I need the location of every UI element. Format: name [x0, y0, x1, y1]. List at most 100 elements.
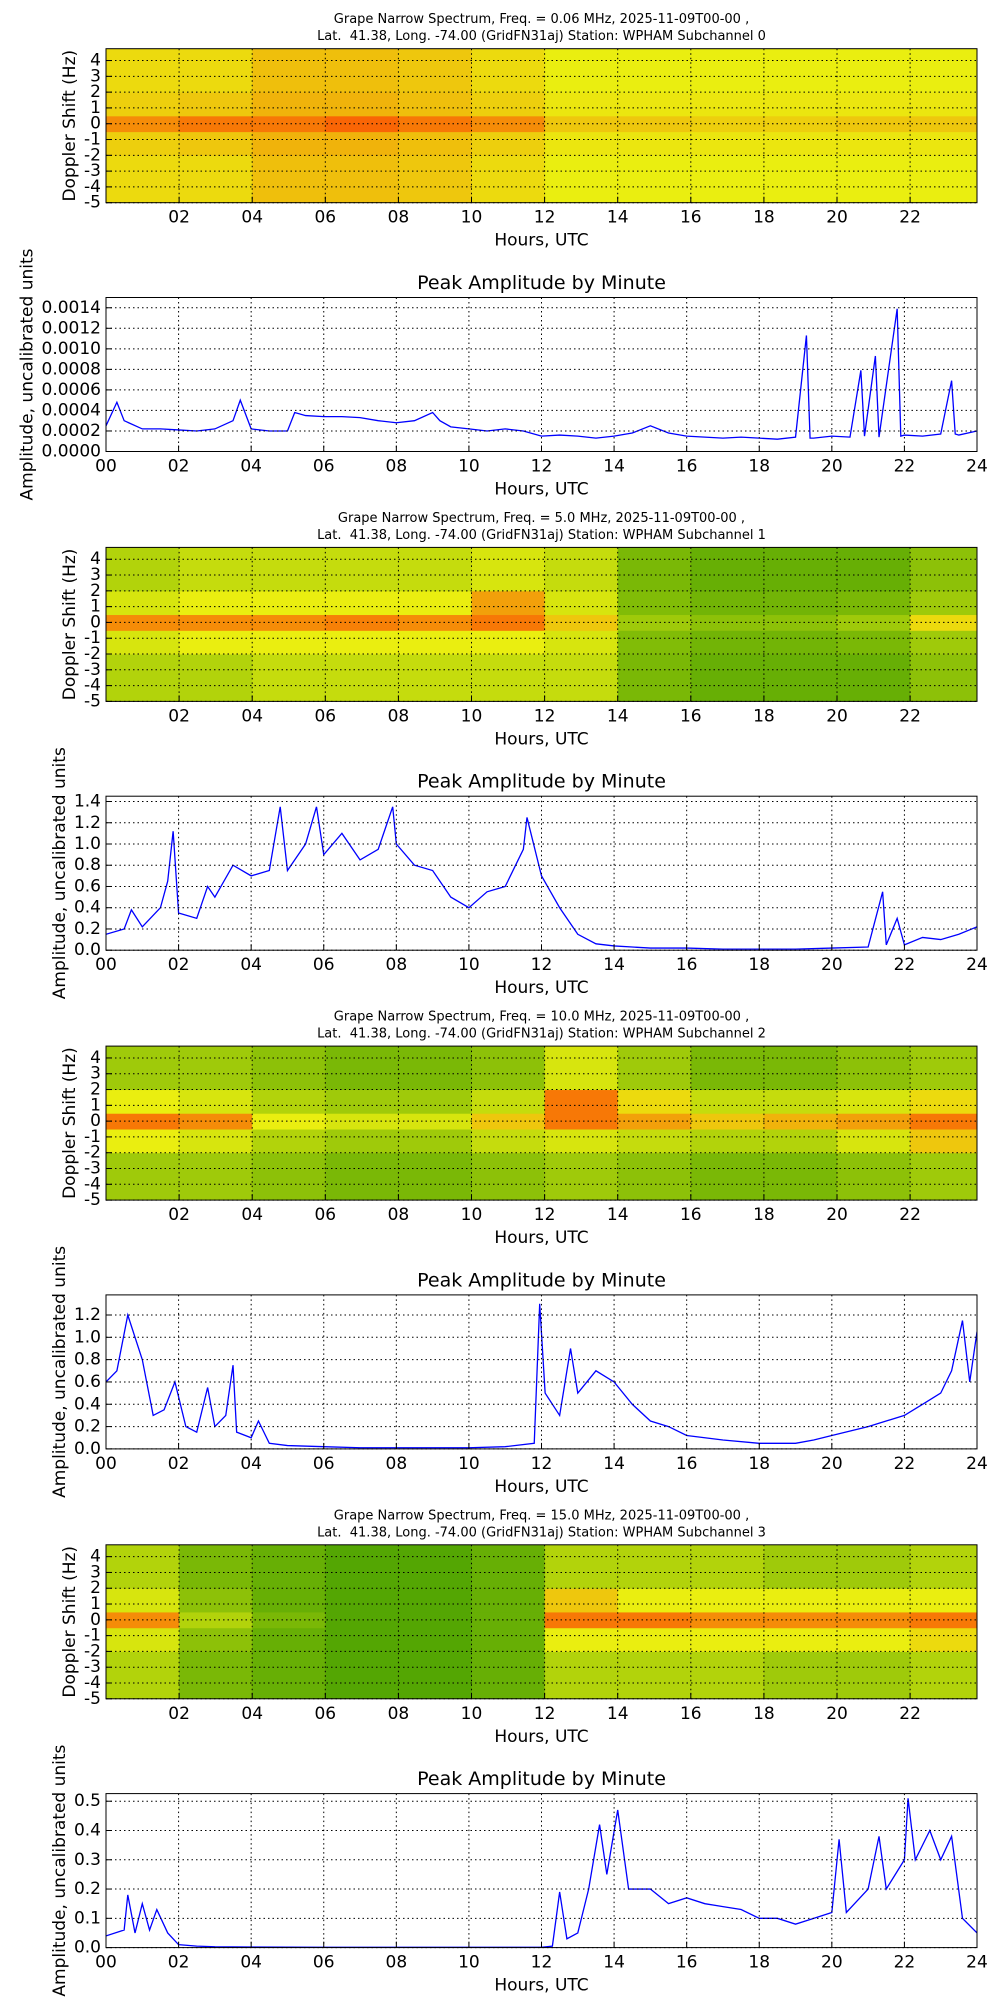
y-tick-label: 0.8 [74, 1350, 101, 1370]
y-tick-label: -1 [84, 1127, 101, 1147]
heatmap-cell [910, 630, 977, 655]
heatmap-cell [910, 1544, 977, 1589]
heatmap-cell [398, 1046, 473, 1091]
x-tick-label: 24 [966, 955, 988, 975]
heatmap-cell [325, 92, 399, 117]
heatmap-cell [325, 1129, 399, 1154]
y-axis-label: Amplitude, uncalibrated units [18, 248, 38, 500]
heatmap-cell [763, 1129, 838, 1154]
x-tick-label: 06 [313, 955, 335, 975]
heatmap-cell [763, 630, 838, 655]
heatmap-cell [910, 1152, 977, 1201]
heatmap-cell [471, 92, 546, 117]
heatmap-cell [690, 1627, 765, 1652]
heatmap-cell [763, 654, 838, 702]
heatmap-cell [325, 1544, 399, 1589]
heatmap-cell [325, 131, 399, 156]
x-tick-label: 08 [388, 706, 410, 726]
heatmap-cell [763, 131, 838, 156]
y-tick-label: 1.4 [74, 792, 101, 812]
heatmap-cell [471, 131, 546, 156]
x-tick-label: 02 [168, 457, 190, 477]
y-tick-label: 0.4 [74, 1820, 101, 1840]
y-axis-label: Doppler Shift (Hz) [60, 1546, 80, 1698]
heatmap-cell [325, 155, 399, 203]
heatmap-cell [544, 155, 619, 203]
x-tick-label: 10 [458, 457, 480, 477]
x-tick-label: 16 [680, 1205, 702, 1225]
heatmap-cell [837, 155, 911, 203]
y-tick-label: -2 [84, 1143, 101, 1163]
heatmap-cell [544, 1113, 619, 1130]
heatmap-cell [690, 547, 765, 592]
heatmap-cell [398, 1544, 473, 1589]
chart-subtitle: Lat. 41.38, Long. -74.00 (GridFN31aj) St… [317, 528, 766, 543]
y-tick-label: 0.6 [74, 1372, 101, 1392]
y-tick-label: 3 [90, 1064, 101, 1084]
x-tick-label: 02 [168, 1953, 190, 1973]
heatmap-cell [837, 614, 911, 631]
heatmap-cell [325, 1046, 399, 1091]
heatmap-cell [398, 590, 473, 616]
x-tick-label: 18 [753, 1205, 775, 1225]
heatmap-cell [617, 48, 692, 93]
x-axis-label: Hours, UTC [494, 1228, 588, 1248]
x-tick-label: 12 [531, 955, 553, 975]
x-tick-label: 18 [748, 1454, 770, 1474]
x-tick-label: 14 [607, 1704, 629, 1724]
heatmap-cell [617, 1651, 692, 1699]
heatmap-cell [544, 614, 619, 631]
heatmap-cell [763, 1046, 838, 1091]
heatmap-cell [106, 1651, 180, 1699]
x-tick-label: 08 [386, 1454, 408, 1474]
heatmap-cell [325, 590, 399, 616]
heatmap-cell [398, 48, 473, 93]
heatmap-cell [106, 654, 180, 702]
x-tick-label: 14 [603, 955, 625, 975]
heatmap-cell [910, 547, 977, 592]
plot-frame [105, 48, 978, 204]
heatmap-cell [617, 1611, 692, 1629]
y-tick-label: 0.0 [74, 1439, 101, 1459]
heatmap-cell [544, 1627, 619, 1652]
heatmap-cell [398, 1152, 473, 1201]
chart-title: Peak Amplitude by Minute [417, 272, 666, 294]
heatmap-cell [617, 654, 692, 702]
x-tick-label: 22 [899, 1704, 921, 1724]
heatmap-cell [617, 1588, 692, 1613]
chart-title: Peak Amplitude by Minute [417, 1768, 666, 1790]
y-tick-label: 3 [90, 66, 101, 86]
y-tick-label: -1 [84, 130, 101, 150]
heatmap-cell [837, 590, 911, 616]
heatmap-cell [106, 547, 180, 592]
heatmap-cell [252, 547, 326, 592]
x-tick-label: 18 [753, 706, 775, 726]
x-tick-label: 18 [753, 1704, 775, 1724]
y-tick-label: 0.0 [74, 1938, 101, 1958]
heatmap-cell [179, 48, 253, 93]
heatmap-cell [910, 654, 977, 702]
x-tick-label: 16 [676, 955, 698, 975]
x-axis-label: Hours, UTC [494, 1976, 588, 1996]
heatmap-cell [252, 1113, 326, 1130]
y-tick-label: 2 [90, 581, 101, 601]
heatmap-cell [398, 1129, 473, 1154]
chart-title: Grape Narrow Spectrum, Freq. = 0.06 MHz,… [334, 12, 749, 27]
heatmap-cell [179, 155, 253, 203]
heatmap-cell [325, 614, 399, 631]
heatmap-cell [471, 1651, 546, 1699]
heatmap-cell [325, 1113, 399, 1130]
heatmap-cell [837, 547, 911, 592]
heatmap-cell [106, 590, 180, 616]
heatmap-cell [910, 1627, 977, 1652]
heatmap-cell [837, 1046, 911, 1091]
heatmap-cell [325, 115, 399, 133]
heatmap-cell [544, 547, 619, 592]
heatmap-cell [763, 92, 838, 117]
y-tick-label: -4 [84, 676, 101, 696]
y-tick-label: 0.0008 [42, 359, 101, 379]
x-tick-label: 10 [461, 1704, 483, 1724]
heatmap-cell [471, 155, 546, 203]
heatmap-cell [179, 115, 253, 133]
x-tick-label: 02 [168, 1205, 190, 1225]
